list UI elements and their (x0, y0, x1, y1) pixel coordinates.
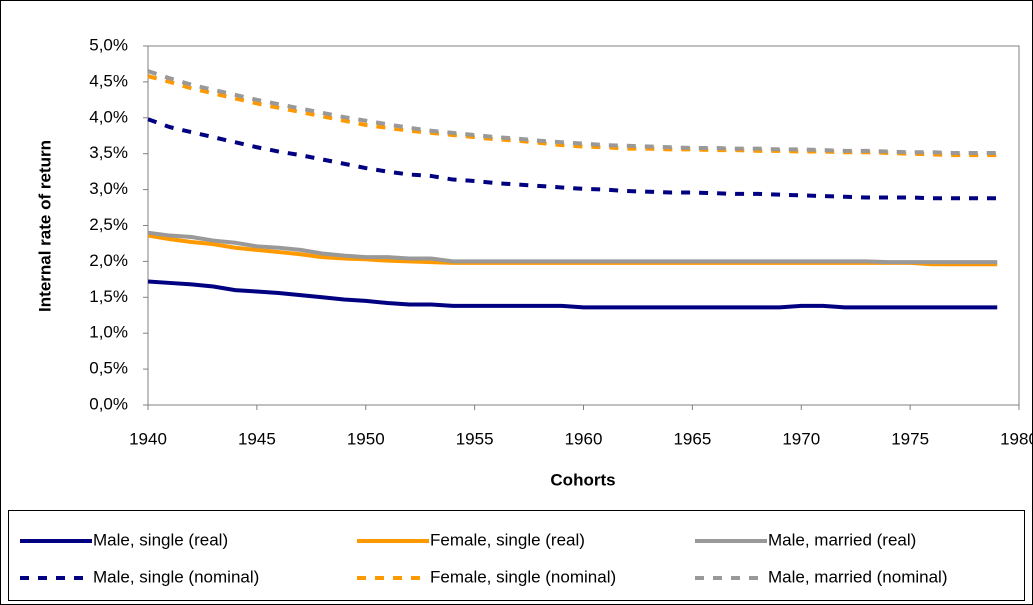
y-tick-label: 4,5% (89, 71, 128, 90)
legend-label: Male, married (nominal) (768, 567, 948, 586)
y-tick-label: 4,0% (89, 107, 128, 126)
y-tick-label: 3,5% (89, 143, 128, 162)
x-tick-label: 1965 (673, 429, 711, 448)
x-tick-label: 1970 (782, 429, 820, 448)
legend-box (8, 510, 1025, 601)
y-tick-label: 1,5% (89, 287, 128, 306)
x-tick-label: 1960 (565, 429, 603, 448)
x-tick-label: 1975 (891, 429, 929, 448)
y-tick-label: 0,5% (89, 359, 128, 378)
series-line (147, 117, 998, 201)
x-tick-label: 1955 (456, 429, 494, 448)
x-axis-title: Cohorts (550, 470, 615, 489)
y-axis-title: Internal rate of return (35, 140, 54, 312)
legend-label: Female, single (nominal) (430, 567, 616, 586)
series-line (147, 69, 998, 155)
series-line (147, 279, 998, 310)
legend-label: Male, single (nominal) (93, 567, 259, 586)
x-tick-label: 1980 (1000, 429, 1033, 448)
y-tick-label: 2,5% (89, 215, 128, 234)
legend-label: Male, single (real) (93, 530, 228, 549)
y-tick-label: 0,0% (89, 394, 128, 413)
x-tick-label: 1950 (347, 429, 385, 448)
plot-area (147, 45, 1020, 406)
y-tick-label: 1,0% (89, 323, 128, 342)
legend-label: Female, single (real) (430, 530, 585, 549)
y-tick-label: 5,0% (89, 35, 128, 54)
y-tick-label: 2,0% (89, 251, 128, 270)
y-tick-label: 3,0% (89, 179, 128, 198)
series-line (147, 230, 998, 265)
x-tick-label: 1945 (238, 429, 276, 448)
series-line (147, 74, 998, 158)
legend-label: Male, married (real) (768, 530, 916, 549)
x-tick-label: 1940 (129, 429, 167, 448)
